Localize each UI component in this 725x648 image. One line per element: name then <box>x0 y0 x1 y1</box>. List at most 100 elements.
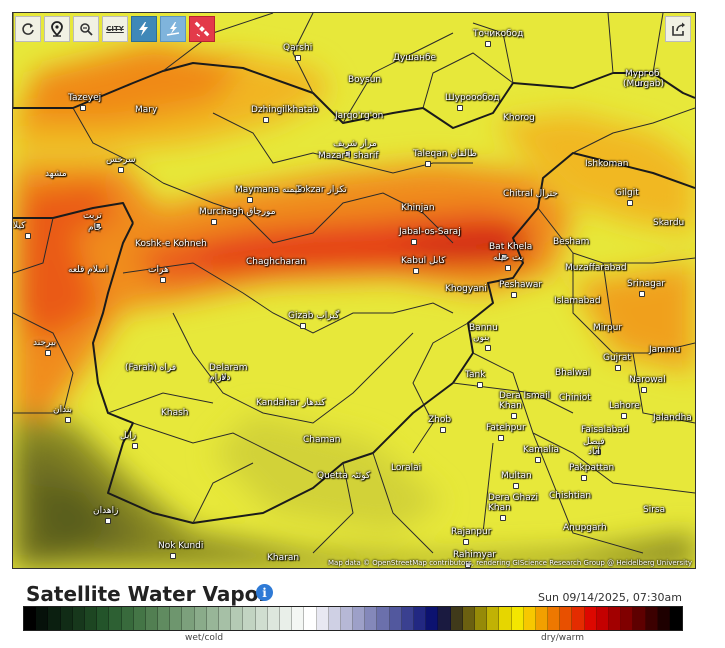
city-marker <box>465 562 471 568</box>
city-marker <box>513 483 519 489</box>
lightning-ground-icon <box>166 22 180 36</box>
refresh-button[interactable] <box>15 16 41 42</box>
city-marker <box>498 435 504 441</box>
legend-swatch <box>450 607 463 630</box>
city-label: (Murgab) <box>623 79 664 89</box>
city-label: Jabal-os-Saraj <box>399 227 461 237</box>
legend-swatch <box>243 607 256 630</box>
share-button[interactable] <box>665 16 691 42</box>
city-label: Narowal <box>629 375 666 385</box>
city-label: Zhob <box>428 415 452 425</box>
city-label: فیصل <box>583 437 605 447</box>
legend-swatch <box>182 607 195 630</box>
city-label: Delaram <box>209 363 248 373</box>
legend-swatch <box>158 607 171 630</box>
city-label: بنوں <box>473 333 490 343</box>
city-label: زابل <box>120 431 137 441</box>
city-label: Fatehpur <box>486 423 526 433</box>
city-label: Gujrat <box>603 353 631 363</box>
city-marker <box>511 292 517 298</box>
city-label: Bat Khela <box>489 242 533 252</box>
city-label: Murchagh مورچاق <box>199 207 276 217</box>
city-labels-button[interactable]: CITY <box>102 16 128 42</box>
satellite-button[interactable] <box>189 16 215 42</box>
legend-swatch <box>414 607 427 630</box>
city-label: Mirpur <box>593 323 623 333</box>
legend-swatch <box>170 607 183 630</box>
legend-label-dry-warm: dry/warm <box>541 633 584 643</box>
city-marker <box>581 475 587 481</box>
water-vapor-layer <box>13 13 695 568</box>
city-label: Maymana میمنه <box>235 185 303 195</box>
color-legend <box>23 606 683 631</box>
city-label: Nok Kundi <box>158 541 204 551</box>
legend-swatch <box>231 607 244 630</box>
legend-label-wet-cold: wet/cold <box>185 633 224 643</box>
city-marker <box>25 233 31 239</box>
city-label: Tokzar تکزار <box>296 185 347 195</box>
city-label: Besham <box>553 237 590 247</box>
legend-swatch <box>279 607 293 630</box>
legend-swatch <box>316 607 329 630</box>
legend-swatch <box>401 607 414 630</box>
layer-title: Satellite Water Vapor <box>26 582 269 606</box>
city-label: Ishkoman <box>585 159 629 169</box>
zoom-button[interactable] <box>73 16 99 42</box>
city-label: Rahimyar <box>453 550 497 560</box>
city-label: Mazar-i sharif <box>318 151 379 161</box>
city-label: مزار شریف <box>333 139 377 149</box>
legend-swatch <box>572 607 585 630</box>
city-label: Dera Ghazi <box>488 493 538 503</box>
city-marker <box>511 413 517 419</box>
legend-swatch <box>621 607 634 630</box>
lightning-ground-button[interactable] <box>160 16 186 42</box>
city-marker <box>505 265 511 271</box>
city-marker <box>65 417 71 423</box>
city-label: Skardu <box>653 218 685 228</box>
legend-swatch <box>328 607 341 630</box>
city-label: Gizab گیزاب <box>288 311 340 321</box>
city-label: Khash <box>161 408 189 418</box>
city-marker <box>425 161 431 167</box>
city-label: Rajanpur <box>451 527 492 537</box>
city-label: Мургоб <box>625 69 660 79</box>
location-button[interactable] <box>44 16 70 42</box>
legend-swatch <box>145 607 159 630</box>
satellite-map[interactable]: Qarshi Душанбе Точикобод Boysun Мургоб (Murga… <box>12 12 696 569</box>
city-label: Srinagar <box>627 279 666 289</box>
city-marker <box>411 239 417 245</box>
lightning-icon <box>139 22 148 36</box>
city-marker <box>247 197 253 203</box>
city-marker <box>440 427 446 433</box>
legend-swatch <box>645 607 658 630</box>
city-label: زاهدان <box>93 506 119 516</box>
city-marker <box>105 518 111 524</box>
legend-swatch <box>267 607 280 630</box>
city-label: Boysun <box>348 75 382 85</box>
info-icon[interactable]: i <box>256 584 273 601</box>
legend-swatch <box>121 607 134 630</box>
city-marker <box>463 539 469 545</box>
city-label: Dzhingilkhatab <box>251 105 319 115</box>
legend-swatch <box>584 607 597 630</box>
city-label: Mary <box>135 105 158 115</box>
city-label: Taleqan طالقان <box>413 149 477 159</box>
legend-swatch <box>72 607 85 630</box>
city-label: بت خیله <box>493 253 524 263</box>
city-label: Jarqo'rg'on <box>335 111 384 121</box>
city-label: Bannu <box>469 323 498 333</box>
legend-swatch <box>109 607 122 630</box>
city-marker <box>485 41 491 47</box>
city-marker <box>485 345 491 351</box>
city-label: هرات <box>148 265 169 275</box>
city-label: Qarshi <box>283 43 313 53</box>
city-marker <box>615 365 621 371</box>
city-marker <box>132 443 138 449</box>
city-labels-icon: CITY <box>106 25 124 33</box>
lightning-button[interactable] <box>131 16 157 42</box>
city-marker <box>221 375 227 381</box>
legend-swatch <box>219 607 232 630</box>
legend-swatch <box>353 607 366 630</box>
city-marker <box>80 105 86 111</box>
city-label: Tazeyej <box>68 93 102 103</box>
